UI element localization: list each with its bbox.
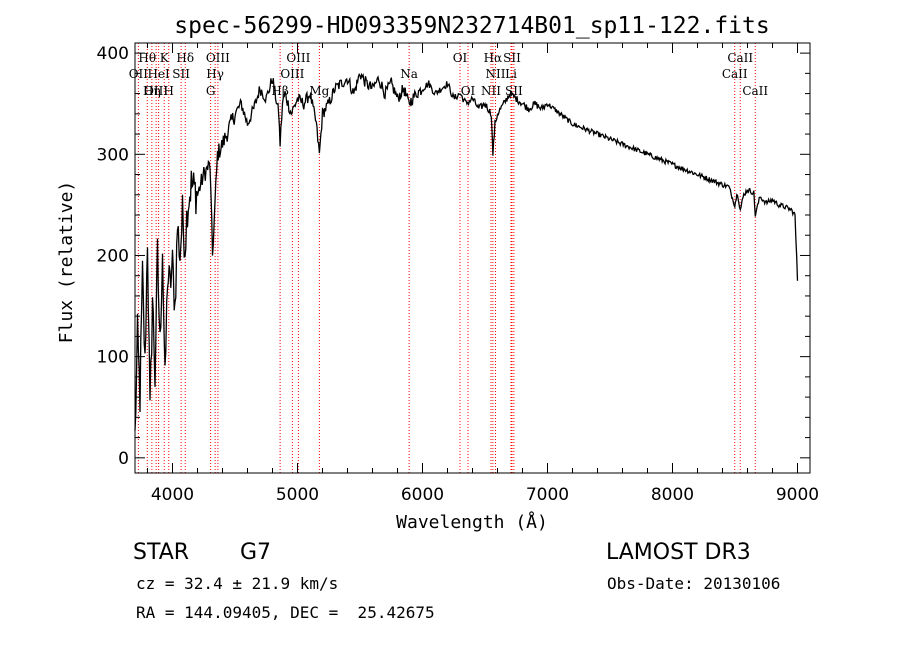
line-label-3: K <box>160 51 170 65</box>
line-label-23: NII <box>481 84 501 98</box>
line-label-25: CaII <box>727 51 753 65</box>
line-label-4: HeI <box>147 67 170 81</box>
y-tick-label-3: 300 <box>97 145 129 165</box>
coordinates-info: RA = 144.09405, DEC = 25.42675 <box>136 603 435 622</box>
y-axis-ticks: 0 100 200 300 400 <box>97 44 810 469</box>
line-label-12: OIII <box>286 51 310 65</box>
y-tick-label-4: 400 <box>97 44 129 64</box>
line-label-9: OIII <box>206 51 230 65</box>
line-label-0: Hθ <box>138 51 156 65</box>
line-label-18: OI <box>461 84 476 98</box>
line-label-11: G <box>206 84 216 98</box>
y-tick-label-2: 200 <box>97 246 129 266</box>
line-label-22: Li <box>505 67 517 81</box>
line-label-26: CaII <box>722 67 748 81</box>
object-type: STAR <box>133 540 190 565</box>
y-tick-label-0: 0 <box>118 449 129 469</box>
line-label-5: Hη <box>143 84 161 98</box>
line-label-15: Mg <box>309 84 329 98</box>
spectrum-series-line <box>134 72 799 431</box>
line-label-2: OIII <box>144 84 168 98</box>
x-tick-label-4: 8000 <box>651 485 694 505</box>
line-label-7: SII <box>172 67 190 81</box>
redshift-info: cz = 32.4 ± 21.9 km/s <box>136 574 339 593</box>
line-label-13: OIII <box>280 67 304 81</box>
line-label-16: Na <box>400 67 418 81</box>
y-axis-label: Flux (relative) <box>56 181 77 344</box>
line-label-6: H <box>164 84 174 98</box>
line-label-27: CaII <box>742 84 768 98</box>
line-label-1: OII <box>129 67 149 81</box>
y-tick-label-1: 100 <box>97 348 129 368</box>
chart-title: spec-56299-HD093359N232714B01_sp11-122.f… <box>174 13 769 39</box>
line-label-20: SII <box>503 51 521 65</box>
line-label-19: Hα <box>484 51 503 65</box>
x-axis-ticks: 4000 5000 6000 7000 8000 9000 <box>147 43 819 505</box>
x-tick-label-5: 9000 <box>776 485 819 505</box>
x-axis-label: Wavelength (Å) <box>396 511 548 533</box>
x-tick-label-0: 4000 <box>151 485 194 505</box>
line-label-8: Hδ <box>176 51 194 65</box>
line-label-10: Hγ <box>206 67 224 81</box>
x-tick-label-1: 5000 <box>276 485 319 505</box>
line-label-21: NII <box>486 67 506 81</box>
obs-date: Obs-Date: 20130106 <box>607 574 781 593</box>
plot-frame <box>134 42 811 474</box>
x-tick-label-3: 7000 <box>526 485 569 505</box>
x-tick-label-2: 6000 <box>401 485 444 505</box>
spectral-line-markers <box>137 43 756 473</box>
line-label-17: OI <box>453 51 468 65</box>
survey-name: LAMOST DR3 <box>606 540 751 565</box>
spectral-subclass: G7 <box>240 540 272 565</box>
